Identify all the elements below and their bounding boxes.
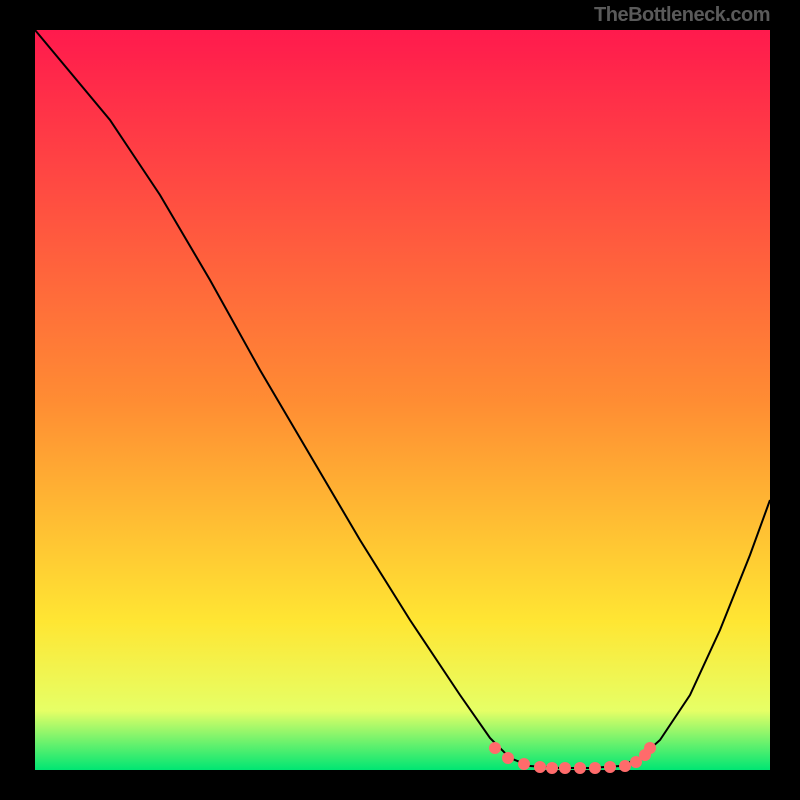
chart-marker (589, 762, 601, 774)
chart-marker (534, 761, 546, 773)
chart-marker (489, 742, 501, 754)
chart-curve-svg (0, 0, 800, 800)
chart-marker (604, 761, 616, 773)
chart-marker (559, 762, 571, 774)
chart-marker (644, 742, 656, 754)
chart-marker (546, 762, 558, 774)
chart-marker (518, 758, 530, 770)
chart-marker (502, 752, 514, 764)
chart-curve-line (35, 30, 770, 768)
chart-marker (574, 762, 586, 774)
